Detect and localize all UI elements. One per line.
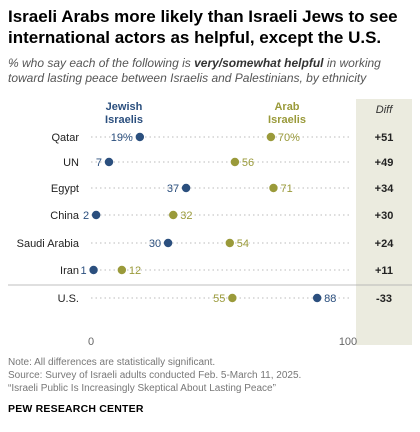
source: Source: Survey of Israeli adults conduct… [8, 370, 302, 381]
category-label: Qatar [51, 132, 79, 144]
arab-israelis-dot [228, 293, 237, 303]
diff-value: +49 [375, 157, 394, 169]
category-label: Egypt [51, 183, 79, 195]
jewish-israelis-dot [135, 132, 145, 142]
jewish-israelis-dot [163, 238, 173, 248]
arab-value-label: 54 [237, 238, 249, 250]
arab-value-label: 70% [278, 132, 300, 144]
report-title: “Israeli Public Is Increasingly Skeptica… [8, 383, 276, 394]
arab-israelis-dot [225, 238, 234, 248]
organization-logo-text: PEW RESEARCH CENTER [8, 403, 144, 415]
jewish-value-label: 88 [324, 293, 336, 305]
arab-israelis-dot [169, 210, 178, 220]
series-label-1-line2: Israelis [268, 114, 306, 126]
x-tick-label: 100 [339, 336, 357, 348]
category-label: UN [63, 157, 79, 169]
chart-title: Israeli Arabs more likely than Israeli J… [8, 7, 398, 47]
jewish-israelis-dot [312, 293, 322, 303]
diff-value: +11 [375, 265, 393, 277]
jewish-value-label: 30 [149, 238, 161, 250]
arab-value-label: 12 [129, 265, 141, 277]
jewish-israelis-dot [181, 183, 191, 193]
diff-value: +30 [375, 210, 394, 222]
subtitle-text: % who say each of the following is [8, 56, 195, 70]
chart-subtitle: % who say each of the following is very/… [8, 56, 398, 86]
jewish-value-label: 7 [96, 157, 102, 169]
diff-column-background [356, 99, 412, 345]
arab-value-label: 32 [180, 210, 192, 222]
category-label: U.S. [58, 293, 79, 305]
jewish-value-label: 1 [80, 265, 86, 277]
arab-israelis-dot [269, 183, 278, 193]
category-label: China [50, 210, 80, 222]
subtitle-emphasis: very/somewhat helpful [194, 56, 324, 70]
diff-value: +51 [375, 132, 394, 144]
arab-value-label: 55 [213, 293, 225, 305]
category-label: Iran [60, 265, 79, 277]
subtitle-text-end: in working toward lasting peace between … [8, 56, 381, 85]
jewish-value-label: 37 [167, 183, 179, 195]
jewish-israelis-dot [104, 157, 114, 167]
arab-israelis-dot [117, 265, 127, 275]
arab-israelis-dot [266, 132, 276, 142]
diff-value: +34 [375, 183, 395, 195]
diff-header: Diff [376, 104, 393, 116]
jewish-value-label: 2 [83, 210, 89, 222]
arab-israelis-dot [230, 157, 240, 167]
series-label-0-line2: Israelis [105, 114, 143, 126]
arab-value-label: 56 [242, 157, 254, 169]
category-label: Saudi Arabia [17, 238, 80, 250]
series-label-0: Jewish [106, 101, 143, 113]
note: Note: All differences are statistically … [8, 357, 216, 368]
x-tick-label: 0 [88, 336, 94, 348]
jewish-israelis-dot [89, 265, 98, 275]
diff-value: -33 [376, 293, 392, 305]
jewish-israelis-dot [91, 210, 101, 220]
arab-value-label: 71 [280, 183, 292, 195]
series-label-1: Arab [274, 101, 299, 113]
diff-value: +24 [375, 238, 395, 250]
jewish-value-label: 19% [111, 132, 133, 144]
